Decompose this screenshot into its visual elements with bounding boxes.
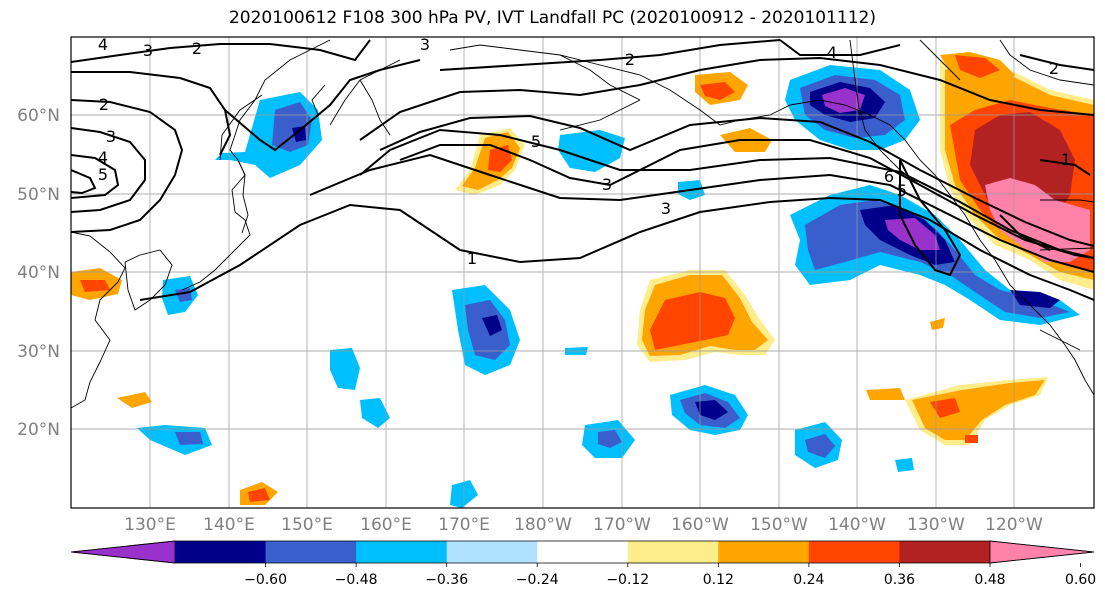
lon-label: 170°E (438, 515, 490, 535)
colorbar-segment (356, 541, 448, 563)
pv-label: 2 (1049, 59, 1059, 78)
colorbar-tick-label: 0.24 (793, 572, 824, 588)
pv-label: 5 (897, 181, 907, 200)
colorbar-frame (70, 540, 1095, 564)
colorbar-segment (627, 541, 719, 563)
lat-label: 50°N (17, 185, 60, 205)
lat-label: 30°N (17, 342, 60, 362)
lon-label: 140°E (203, 515, 255, 535)
lat-label: 60°N (17, 106, 60, 126)
colorbar-tick-label: −0.12 (606, 572, 649, 588)
lon-label: 140°W (828, 515, 886, 535)
colorbar-tick-label: 0.12 (703, 572, 734, 588)
colorbar: −0.60 −0.48 −0.36 −0.24 −0.12 0.12 0.24 0.36 0.4… (70, 540, 1096, 588)
colorbar-segment (265, 541, 357, 563)
pv-label: 5 (98, 165, 108, 184)
lon-label: 160°W (671, 515, 729, 535)
pv-label: 4 (98, 35, 108, 54)
lon-label: 170°W (593, 515, 651, 535)
lon-labels: 130°E 140°E 150°E 160°E 170°E 180°W 170°… (124, 515, 1043, 535)
pv-label: 1 (467, 249, 477, 268)
lon-label: 120°W (985, 515, 1043, 535)
pv-label: 1 (1061, 150, 1071, 169)
pv-label: 2 (99, 95, 109, 114)
pv-label: 6 (884, 167, 894, 186)
lon-label: 130°W (907, 515, 965, 535)
colorbar-tick-label: −0.24 (516, 572, 559, 588)
pv-label: 2 (192, 39, 202, 58)
colorbar-tick-label: 0.60 (1065, 572, 1096, 588)
lon-label: 150°W (750, 515, 808, 535)
pv-label: 3 (661, 199, 671, 218)
colorbar-tick-label: 0.48 (974, 572, 1005, 588)
colorbar-tick-label: −0.48 (335, 572, 378, 588)
lon-label: 180°W (514, 515, 572, 535)
lon-label: 130°E (124, 515, 176, 535)
colorbar-segment (446, 541, 538, 563)
pv-label: 5 (531, 132, 541, 151)
colorbar-segment (175, 541, 267, 563)
pc-shading (71, 52, 1094, 508)
lat-label: 40°N (17, 263, 60, 283)
pv-contour-labels: 4 3 2 3 2 2 3 4 5 5 3 1 3 4 6 5 1 2 (98, 35, 1071, 268)
map-frame (70, 36, 1095, 509)
pv-contours (71, 39, 1094, 301)
colorbar-tick-label: −0.60 (244, 572, 287, 588)
lat-label: 20°N (17, 420, 60, 440)
colorbar-segment (899, 541, 991, 563)
map-title: 2020100612 F108 300 hPa PV, IVT Landfall… (228, 8, 876, 28)
pv-label: 3 (143, 41, 153, 60)
lat-labels: 60°N 50°N 40°N 30°N 20°N (17, 106, 60, 440)
pv-label: 4 (98, 148, 108, 167)
colorbar-tick-label: −0.36 (425, 572, 468, 588)
gridlines (71, 37, 1094, 508)
lon-label: 160°E (360, 515, 412, 535)
colorbar-segment (537, 541, 629, 563)
colorbar-segment (808, 541, 900, 563)
pv-label: 3 (602, 175, 612, 194)
lon-label: 150°E (281, 515, 333, 535)
pv-label: 4 (827, 43, 837, 62)
pv-label: 3 (420, 35, 430, 54)
pv-label: 3 (106, 127, 116, 146)
colorbar-tick-label: 0.36 (884, 572, 915, 588)
pv-label: 2 (625, 50, 635, 69)
colorbar-extend-low (70, 540, 176, 564)
colorbar-segment (718, 541, 810, 563)
colorbar-extend-high (989, 540, 1095, 564)
